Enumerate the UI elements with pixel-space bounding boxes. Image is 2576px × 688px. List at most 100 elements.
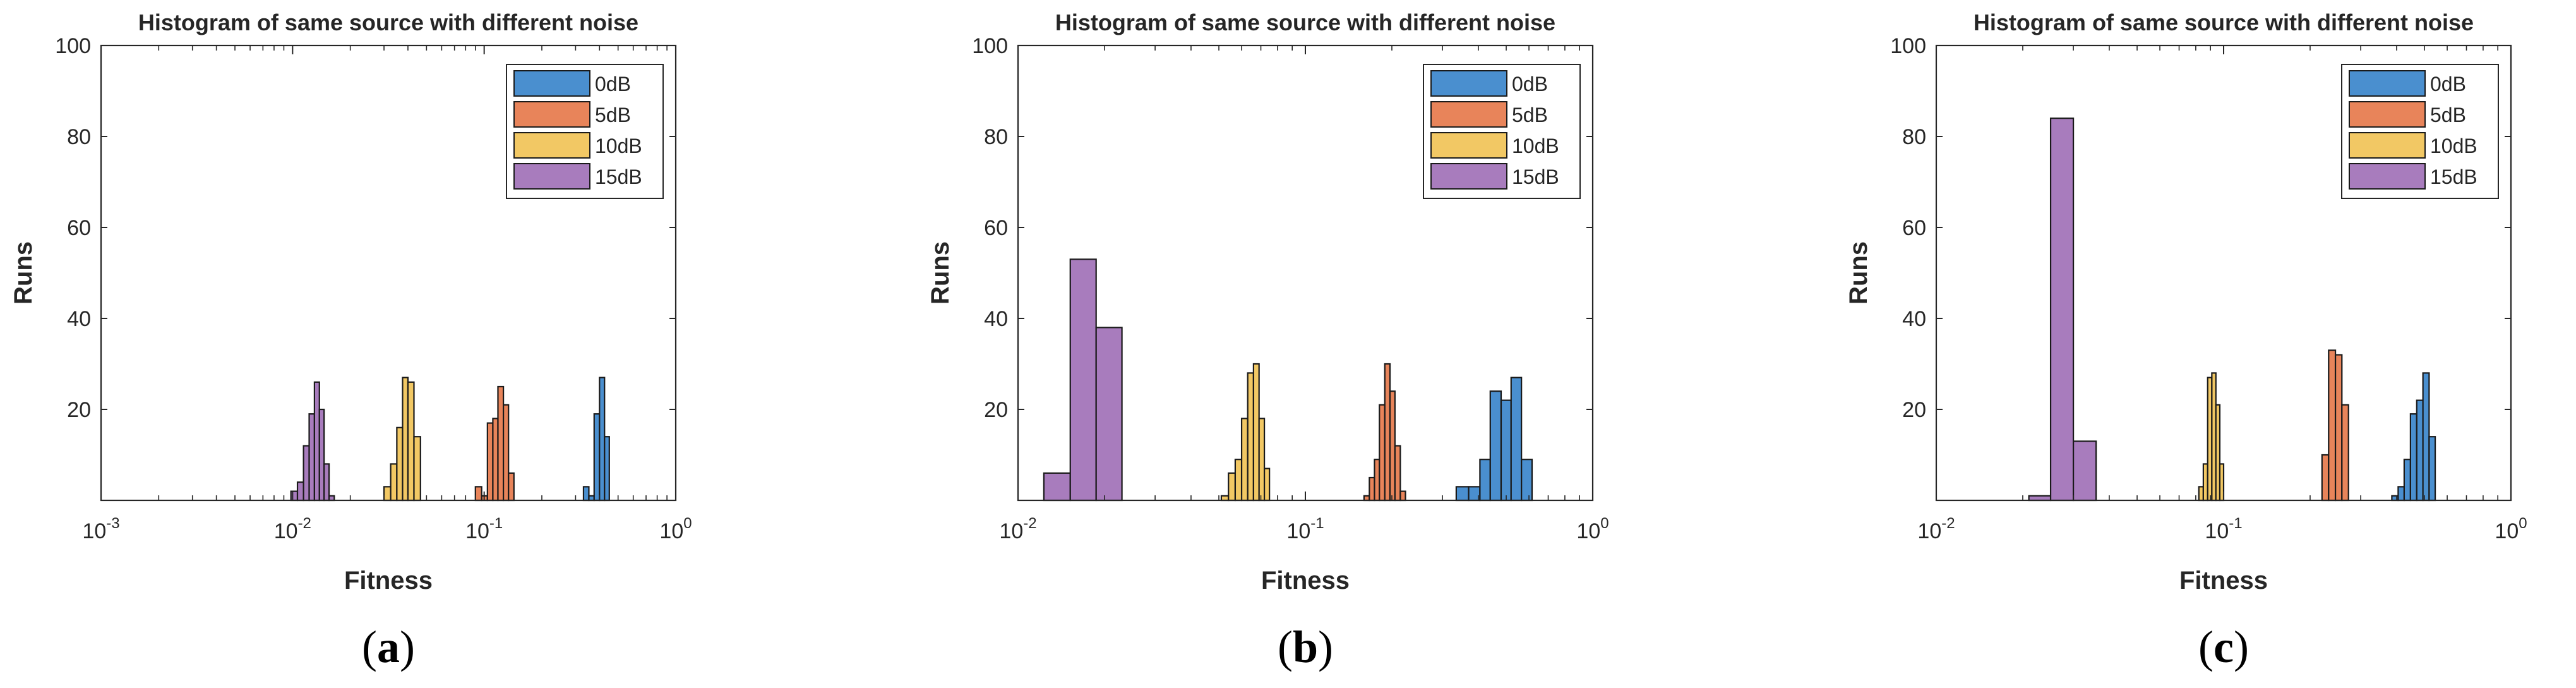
legend-label: 5dB <box>1512 104 1548 126</box>
caption-letter: c <box>2214 622 2234 672</box>
chart-title: Histogram of same source with different … <box>1055 9 1555 35</box>
histogram-bar <box>486 422 494 502</box>
histogram-bar <box>1384 363 1391 502</box>
histogram-bar <box>290 490 299 502</box>
series-0dB <box>1455 377 1533 502</box>
histogram-bar <box>303 445 310 502</box>
legend-swatch <box>1430 101 1507 128</box>
caption-open: ( <box>1278 622 1293 672</box>
histogram-bar <box>508 472 515 502</box>
legend-label: 10dB <box>595 135 642 157</box>
x-tick-label: 100 <box>1576 515 1609 543</box>
legend-swatch <box>1430 132 1507 159</box>
legend-label: 0dB <box>2430 73 2466 95</box>
histogram-bar <box>1510 377 1523 502</box>
histogram-bar <box>296 481 304 502</box>
legend-label: 0dB <box>1512 73 1548 95</box>
histogram-bar <box>2397 486 2405 502</box>
caption-letter: b <box>1293 622 1318 672</box>
x-tick-base: 10 <box>274 519 298 543</box>
panel-caption: (b) <box>1278 622 1333 672</box>
histogram-bar <box>2409 413 2417 502</box>
x-tick-exponent: -2 <box>298 515 311 532</box>
y-tick-label: 40 <box>1902 307 1926 331</box>
legend-label: 10dB <box>2430 135 2477 157</box>
y-tick-label: 60 <box>67 216 91 240</box>
chart-panel-b: Histogram of same source with different … <box>926 9 1609 672</box>
histogram-bar <box>1500 399 1512 502</box>
chart-panel-c: Histogram of same source with different … <box>1845 9 2527 672</box>
legend-swatch <box>513 163 590 190</box>
histogram-bar <box>492 418 499 502</box>
y-axis-label: Runs <box>9 241 37 305</box>
y-tick-label: 100 <box>972 34 1008 58</box>
legend-label: 15dB <box>2430 166 2477 188</box>
histogram-bar <box>1369 476 1375 502</box>
x-tick-exponent: -3 <box>106 515 119 532</box>
panel-caption: (a) <box>362 622 415 672</box>
caption-close: ) <box>2234 622 2249 672</box>
axes-frame <box>100 44 677 502</box>
histogram-bar <box>2416 399 2424 502</box>
y-tick-label: 60 <box>984 216 1008 240</box>
x-tick-label: 10-2 <box>999 515 1036 543</box>
legend-swatch <box>2349 132 2426 159</box>
x-tick-exponent: -1 <box>1310 515 1324 532</box>
legend-swatch <box>2349 163 2426 190</box>
histogram-bar <box>1095 327 1123 502</box>
legend-swatch <box>513 132 590 159</box>
legend-label: 5dB <box>595 104 631 126</box>
histogram-bar <box>390 463 398 502</box>
x-tick-exponent: 0 <box>2519 515 2527 532</box>
legend: 0dB 5dB 10dB 15dB <box>506 64 664 199</box>
caption-letter: a <box>377 622 400 672</box>
legend-swatch <box>2349 101 2426 128</box>
y-tick-label: 20 <box>984 398 1008 422</box>
y-tick-label: 80 <box>1902 125 1926 149</box>
histogram-bar <box>2328 349 2337 502</box>
y-tick-label: 20 <box>67 398 91 422</box>
chart-title: Histogram of same source with different … <box>1974 9 2474 35</box>
x-tick-exponent: 0 <box>683 515 692 532</box>
x-tick-exponent: -1 <box>489 515 503 532</box>
histogram-bar <box>1379 404 1386 502</box>
x-tick-base: 10 <box>999 519 1023 543</box>
histogram-bar <box>323 463 330 502</box>
histogram-bar <box>503 404 510 502</box>
series-15dB <box>2028 118 2097 502</box>
chart-panel-a: Histogram of same source with different … <box>9 9 692 672</box>
x-tick-label: 10-3 <box>82 515 119 543</box>
x-tick-label: 10-2 <box>1917 515 1955 543</box>
legend-label: 10dB <box>1512 135 1559 157</box>
histogram-bar <box>599 377 606 502</box>
x-tick-label: 10-1 <box>2205 515 2242 543</box>
legend-label: 15dB <box>1512 166 1559 188</box>
histogram-bar <box>2334 354 2343 502</box>
histogram-bar <box>2422 372 2430 502</box>
x-tick-base: 10 <box>82 519 106 543</box>
histogram-bar <box>402 377 409 502</box>
histogram-bar <box>2403 459 2411 502</box>
histogram-bar <box>2321 454 2330 502</box>
histogram-bar <box>407 381 415 502</box>
histogram-bar <box>1455 486 1470 502</box>
histogram-bar <box>497 385 505 502</box>
histogram-bar <box>1479 459 1491 502</box>
histogram-bar <box>396 426 404 502</box>
legend: 0dB 5dB 10dB 15dB <box>1423 64 1581 199</box>
histogram-bar <box>1240 418 1249 502</box>
histogram-bar <box>1258 418 1266 502</box>
x-tick-label: 10-1 <box>465 515 503 543</box>
caption-close: ) <box>1318 622 1333 672</box>
panel-caption: (c) <box>2198 622 2249 672</box>
histogram-bar <box>2341 404 2349 502</box>
legend-label: 5dB <box>2430 104 2466 126</box>
chart-title: Histogram of same source with different … <box>138 9 638 35</box>
x-tick-exponent: 0 <box>1600 515 1609 532</box>
histogram-bar <box>1389 390 1396 502</box>
legend-swatch <box>2349 70 2426 97</box>
x-tick-exponent: -2 <box>1023 515 1036 532</box>
histogram-bar <box>1489 390 1502 502</box>
y-tick-label: 40 <box>984 307 1008 331</box>
